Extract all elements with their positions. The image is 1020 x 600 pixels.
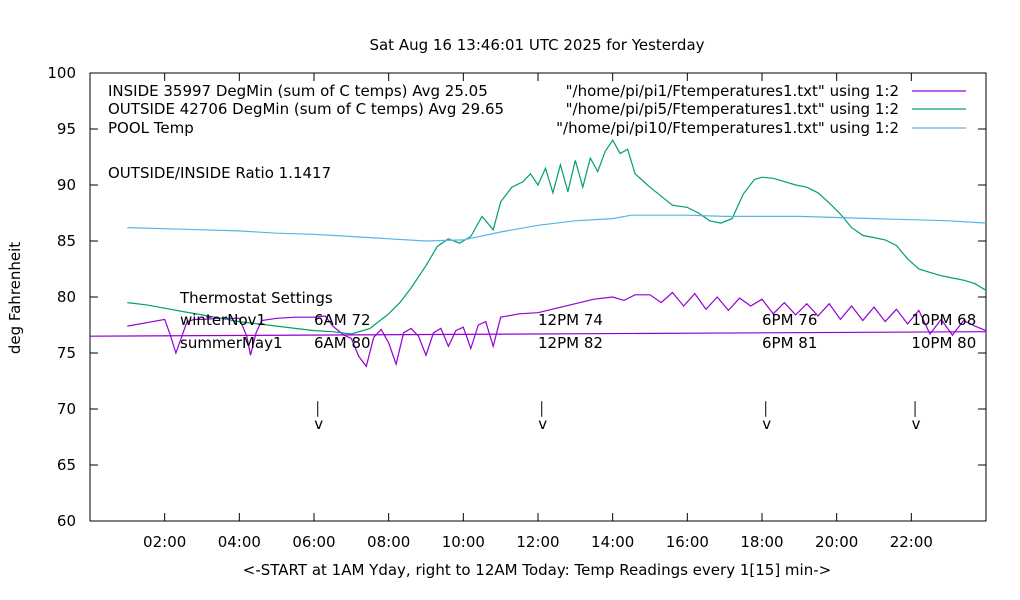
- legend-entry-1: "/home/pi/pi1/Ftemperatures1.txt" using …: [566, 82, 899, 100]
- time-marker-glyph: v: [912, 415, 921, 433]
- series-line-outside: [127, 139, 987, 335]
- legend-pool-label: POOL Temp: [108, 119, 194, 137]
- time-marker-glyph: v: [762, 415, 771, 433]
- series-line-pool: [127, 214, 987, 242]
- y-tick-label: 100: [47, 64, 76, 82]
- x-tick-label: 14:00: [591, 533, 634, 551]
- winter-setting-label: 6AM 72: [314, 311, 371, 329]
- summer-setting-label: 6AM 80: [314, 334, 371, 352]
- x-tick-label: 18:00: [740, 533, 783, 551]
- y-tick-label: 90: [57, 176, 76, 194]
- series-line-inside: [127, 291, 987, 368]
- y-tick-label: 60: [57, 512, 76, 530]
- winter-setting-label: 6PM 76: [762, 311, 817, 329]
- winter-setting-label: 12PM 74: [538, 311, 603, 329]
- legend-outside-label: OUTSIDE 42706 DegMin (sum of C temps) Av…: [108, 100, 504, 118]
- thermostat-title: Thermostat Settings: [179, 289, 333, 307]
- summer-setting-label: 12PM 82: [538, 334, 603, 352]
- x-tick-label: 04:00: [218, 533, 261, 551]
- y-tick-label: 65: [57, 456, 76, 474]
- legend-entry-3: "/home/pi/pi10/Ftemperatures1.txt" using…: [556, 119, 899, 137]
- chart-title: Sat Aug 16 13:46:01 UTC 2025 for Yesterd…: [369, 36, 704, 54]
- y-tick-label: 70: [57, 400, 76, 418]
- y-tick-label: 95: [57, 120, 76, 138]
- tick-layer: 60 65 70 75 80 85 90 95 100 02:00 04:00 06:00 08:00 1…: [47, 64, 986, 551]
- x-tick-label: 10:00: [442, 533, 485, 551]
- x-tick-label: 06:00: [292, 533, 335, 551]
- annotation-layer: INSIDE 35997 DegMin (sum of C temps) Avg…: [108, 82, 976, 433]
- x-tick-label: 16:00: [666, 533, 709, 551]
- summer-label: summerMay1: [180, 334, 283, 352]
- y-axis-label: deg Fahrenheit: [6, 242, 24, 354]
- x-tick-label: 20:00: [815, 533, 858, 551]
- ratio-annotation: OUTSIDE/INSIDE Ratio 1.1417: [108, 164, 331, 182]
- summer-setting-label: 10PM 80: [911, 334, 976, 352]
- y-tick-label: 75: [57, 344, 76, 362]
- x-tick-label: 22:00: [890, 533, 933, 551]
- x-axis-label: <-START at 1AM Yday, right to 12AM Today…: [243, 561, 831, 579]
- series-layer: [89, 139, 987, 368]
- time-marker-glyph: v: [314, 415, 323, 433]
- summer-setting-label: 6PM 81: [762, 334, 817, 352]
- legend-entry-2: "/home/pi/pi5/Ftemperatures1.txt" using …: [566, 100, 899, 118]
- winter-setting-label: 10PM 68: [911, 311, 976, 329]
- y-tick-label: 80: [57, 288, 76, 306]
- x-tick-label: 08:00: [367, 533, 410, 551]
- y-tick-label: 85: [57, 232, 76, 250]
- series-line-reference: [89, 331, 987, 337]
- x-tick-label: 12:00: [516, 533, 559, 551]
- x-tick-label: 02:00: [143, 533, 186, 551]
- winter-label: winterNov1: [180, 311, 266, 329]
- legend-inside-label: INSIDE 35997 DegMin (sum of C temps) Avg…: [108, 82, 488, 100]
- time-marker-glyph: v: [538, 415, 547, 433]
